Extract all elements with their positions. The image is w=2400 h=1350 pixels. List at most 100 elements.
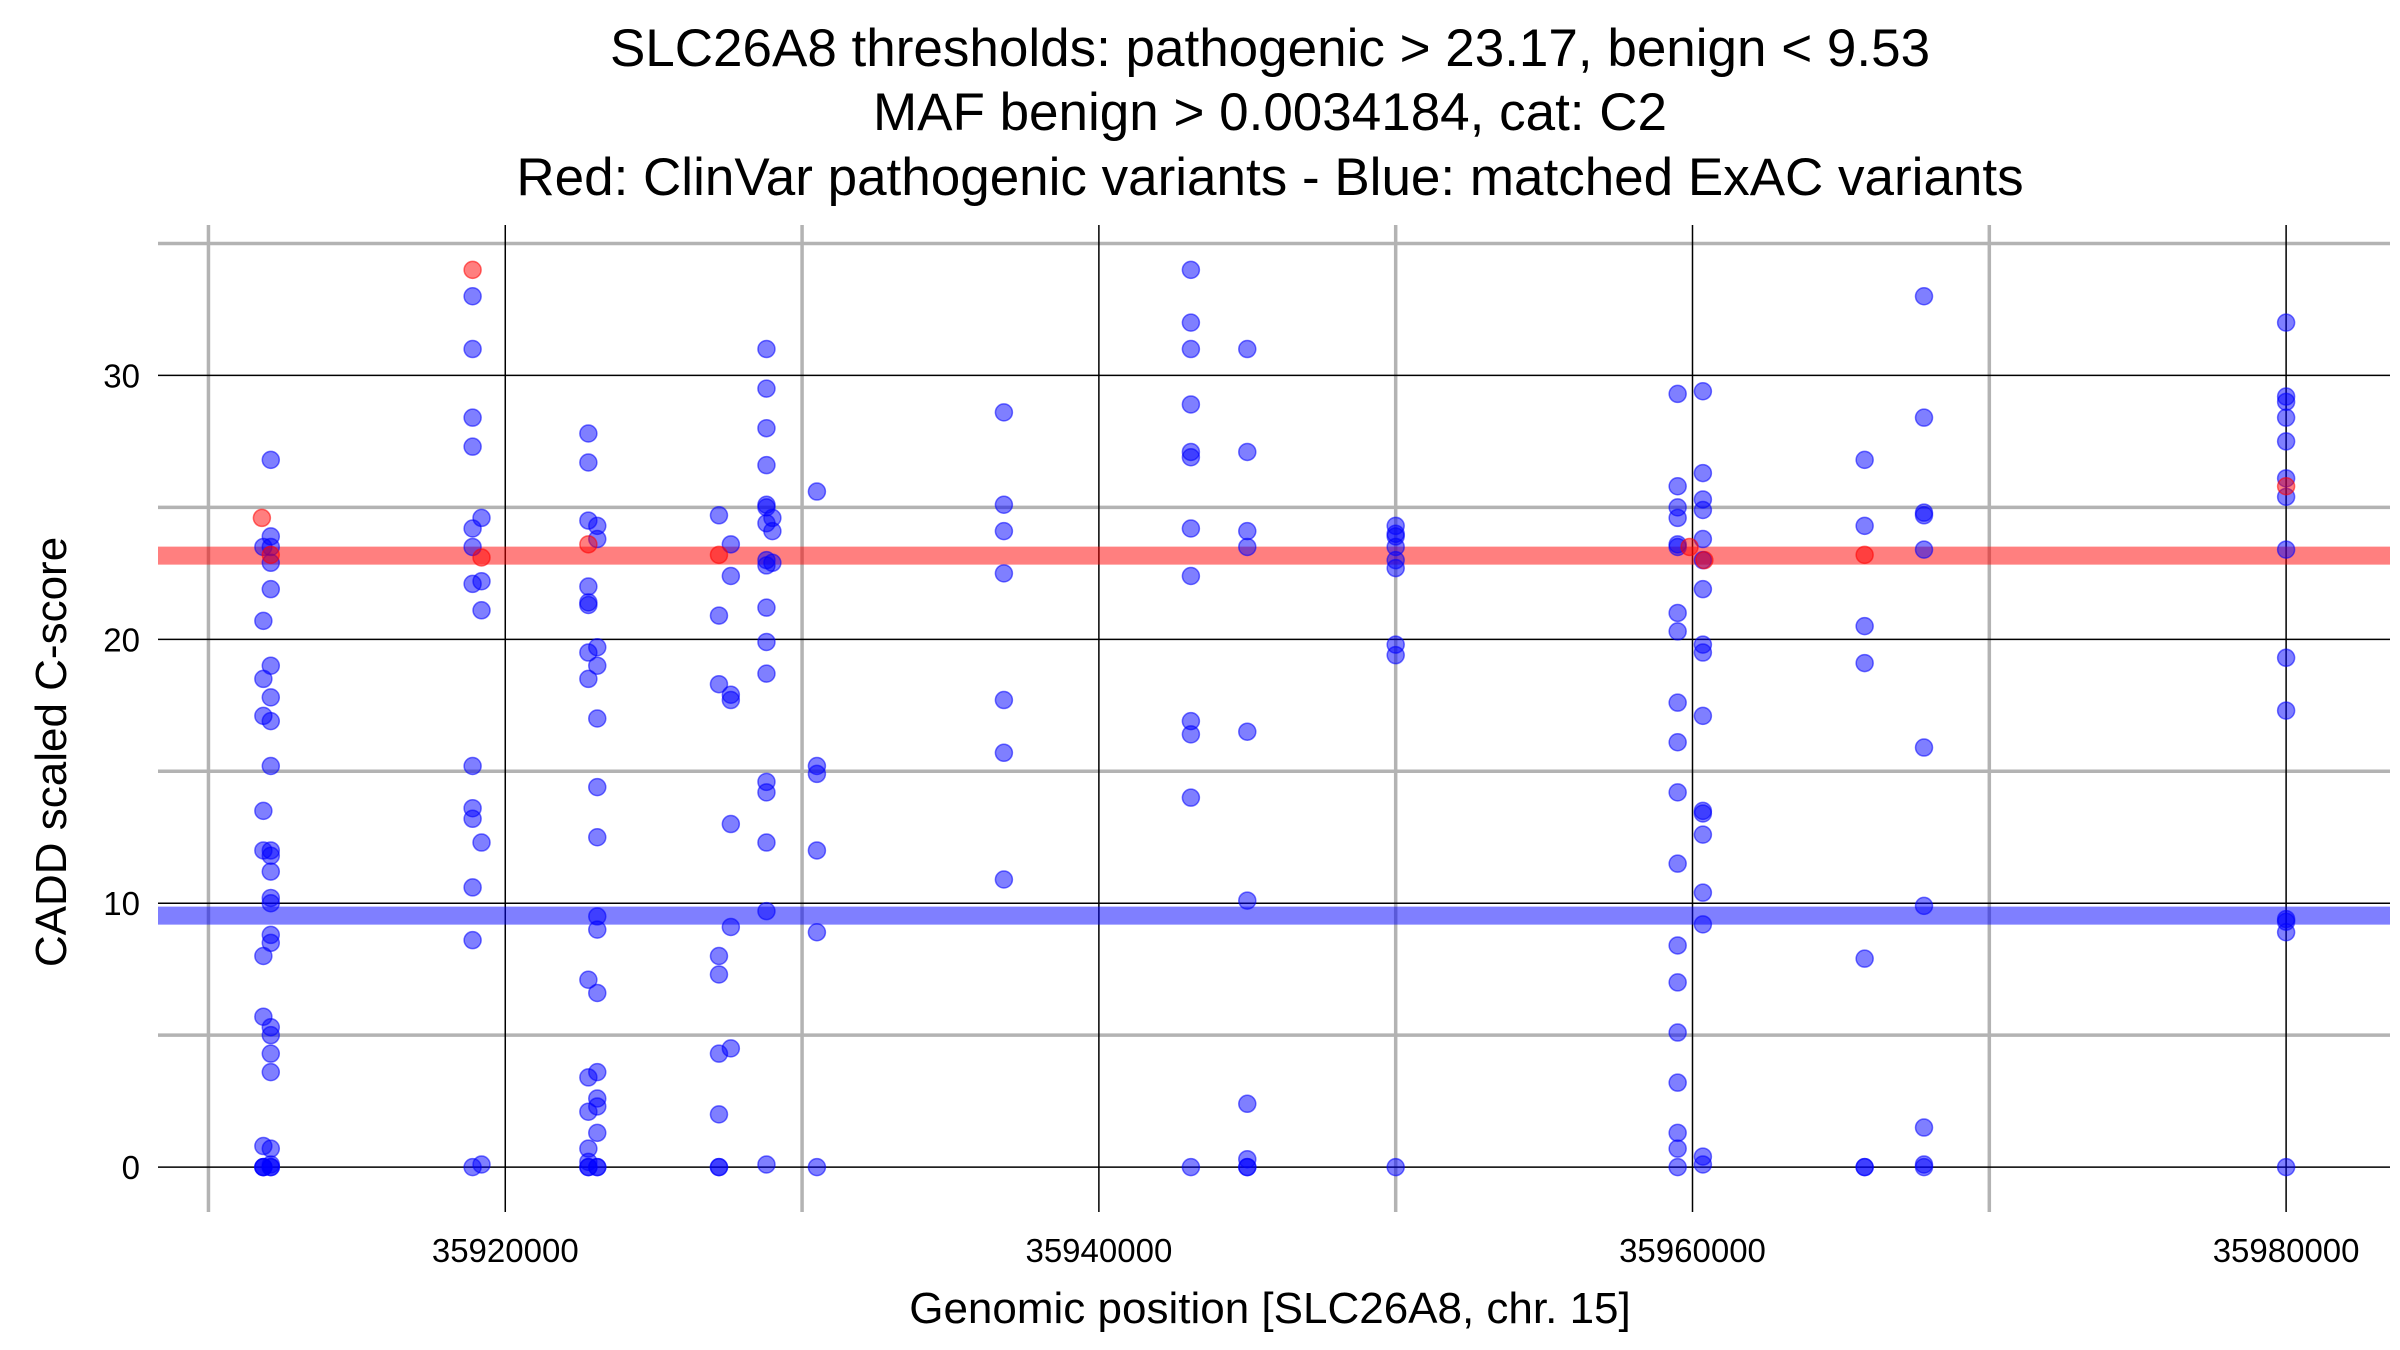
clinvar-pathogenic-point: [1680, 537, 1699, 557]
exac-variant-point: [1181, 566, 1201, 586]
y-tick-label: 30: [103, 357, 140, 394]
exac-variant-point: [261, 711, 281, 731]
exac-variant-point: [807, 764, 827, 784]
exac-variant-point: [588, 637, 607, 657]
exac-variant-point: [994, 495, 1014, 514]
exac-variant-point: [472, 508, 491, 528]
clinvar-pathogenic-point: [2276, 477, 2296, 496]
exac-variant-point: [807, 482, 827, 501]
exac-variant-point: [261, 688, 281, 707]
clinvar-pathogenic-point: [463, 260, 482, 280]
exac-variant-point: [1668, 477, 1687, 496]
clinvar-pathogenic-point: [252, 508, 272, 528]
exac-variant-point: [1855, 616, 1874, 636]
chart-title-line-2: MAF benign > 0.0034184, cat: C2: [873, 83, 1667, 142]
exac-variant-point: [763, 553, 782, 573]
exac-variant-point: [994, 403, 1014, 422]
exac-variant-point: [261, 450, 281, 470]
exac-variant-point: [1386, 558, 1405, 578]
exac-variant-point: [2276, 923, 2296, 942]
exac-variant-point: [1238, 722, 1257, 741]
exac-variant-point: [1914, 1157, 1934, 1177]
exac-variant-point: [721, 690, 741, 710]
exac-variant-point: [757, 379, 776, 398]
clinvar-pathogenic-point: [261, 545, 281, 565]
exac-variant-point: [1238, 339, 1257, 359]
exac-variant-point: [1668, 1023, 1687, 1042]
exac-variant-point: [579, 453, 598, 472]
exac-variant-point: [1914, 896, 1934, 916]
exac-variant-point: [261, 1025, 281, 1045]
exac-variant-point: [472, 1155, 491, 1174]
exac-variant-point: [579, 424, 598, 443]
exac-variant-point: [757, 783, 776, 802]
major-gridlines: [158, 225, 2390, 1212]
exac-variant-point: [994, 521, 1014, 541]
exac-variant-point: [757, 1155, 776, 1174]
exac-variant-points: [254, 260, 2296, 1177]
exac-variant-point: [2276, 701, 2296, 720]
exac-variant-point: [1238, 521, 1257, 541]
exac-variant-point: [721, 917, 741, 937]
exac-variant-point: [1693, 706, 1713, 726]
exac-variant-point: [588, 828, 607, 847]
exac-variant-point: [757, 664, 776, 683]
exac-variant-point: [1914, 506, 1934, 525]
x-tick-label: 35960000: [1619, 1232, 1766, 1269]
exac-variant-point: [2276, 648, 2296, 668]
exac-variant-point: [588, 1157, 607, 1177]
clinvar-pathogenic-point: [709, 545, 729, 565]
exac-variant-point: [463, 408, 482, 427]
exac-variant-point: [994, 564, 1014, 583]
exac-variant-point: [757, 339, 776, 359]
y-axis-ticks: 0 10 20 30: [103, 357, 140, 1186]
exac-variant-point: [1238, 537, 1257, 557]
exac-variant-point: [463, 339, 482, 359]
exac-variant-point: [463, 809, 482, 829]
exac-variant-point: [588, 1123, 607, 1143]
x-axis-ticks: 35920000 35940000 35960000 35980000: [432, 1232, 2360, 1269]
exac-variant-point: [588, 777, 607, 797]
clinvar-pathogenic-point: [1855, 545, 1874, 565]
exac-variant-point: [261, 579, 281, 599]
exac-variant-point: [709, 946, 729, 966]
exac-variant-point: [2276, 392, 2296, 412]
x-tick-label: 35940000: [1025, 1232, 1172, 1269]
exac-variant-point: [472, 601, 491, 620]
exac-variant-point: [1693, 804, 1713, 823]
exac-variant-point: [472, 572, 491, 591]
exac-variant-point: [588, 709, 607, 728]
exac-variant-point: [261, 1157, 281, 1177]
exac-variant-point: [1914, 408, 1934, 427]
exac-variant-point: [261, 1062, 281, 1082]
exac-variant-point: [1238, 1094, 1257, 1114]
exac-variant-point: [1668, 854, 1687, 873]
exac-variant-point: [709, 965, 729, 984]
exac-variant-point: [1181, 395, 1201, 414]
exac-variant-point: [1238, 891, 1257, 910]
exac-variant-point: [1181, 1157, 1201, 1177]
exac-variant-point: [1668, 622, 1687, 641]
exac-variant-point: [2276, 313, 2296, 332]
exac-variant-point: [1181, 725, 1201, 744]
exac-variant-point: [463, 930, 482, 950]
exac-variant-point: [261, 1044, 281, 1063]
exac-variant-point: [588, 1097, 607, 1116]
exac-variant-point: [1693, 529, 1713, 549]
exac-variant-point: [588, 983, 607, 1003]
exac-variant-point: [1238, 1157, 1257, 1177]
y-tick-label: 20: [103, 621, 140, 658]
exac-variant-point: [1181, 260, 1201, 280]
exac-variant-point: [807, 1157, 827, 1177]
exac-variant-point: [588, 920, 607, 939]
exac-variant-point: [1668, 693, 1687, 712]
exac-variant-point: [261, 756, 281, 776]
exac-variant-point: [721, 1039, 741, 1058]
exac-variant-point: [1693, 579, 1713, 599]
exac-variant-point: [1668, 1123, 1687, 1143]
exac-variant-point: [1181, 339, 1201, 359]
exac-variant-point: [472, 833, 491, 852]
exac-variant-point: [463, 756, 482, 776]
exac-variant-point: [1181, 447, 1201, 467]
y-axis-label: CADD scaled C-score: [27, 537, 76, 967]
